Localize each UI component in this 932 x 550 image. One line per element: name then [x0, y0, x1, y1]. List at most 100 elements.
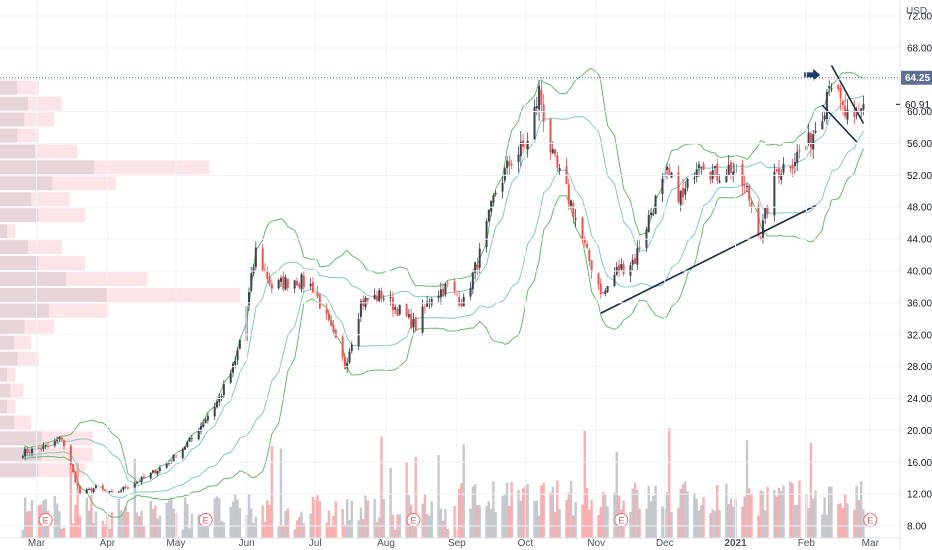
volume-bar	[103, 524, 107, 538]
volume-profile-row-up	[0, 96, 28, 111]
volume-bar	[843, 493, 847, 538]
volume-bar	[793, 504, 797, 538]
volume-bar	[798, 480, 801, 538]
x-tick-label: Oct	[518, 538, 534, 549]
volume-bar	[686, 491, 689, 538]
volume-bars	[21, 428, 865, 538]
volume-bar	[135, 512, 139, 538]
candle-body	[62, 440, 65, 447]
volume-bar	[789, 481, 792, 538]
volume-bar	[117, 498, 120, 538]
candle-body	[120, 490, 123, 492]
candle-body	[149, 472, 152, 479]
volume-bar	[133, 458, 136, 538]
candle-body	[857, 111, 860, 113]
candle-body	[26, 448, 29, 454]
candle-body	[398, 305, 401, 315]
candle-body	[133, 483, 136, 488]
volume-bar	[234, 494, 237, 538]
volume-bar	[126, 512, 130, 538]
volume-bar	[508, 506, 511, 538]
lower-inner-band-line	[22, 130, 864, 499]
volume-bar	[430, 501, 433, 538]
volume-bar	[453, 506, 456, 538]
candle-body	[727, 164, 730, 176]
volume-bar	[90, 494, 93, 538]
candle-body	[503, 168, 506, 181]
candle-body	[229, 373, 232, 383]
volume-bar	[542, 482, 545, 538]
volume-bar	[316, 495, 319, 538]
y-tick-label: 72.00	[907, 11, 932, 22]
candle-body	[732, 171, 735, 176]
volume-bar	[261, 505, 264, 538]
candle-body	[423, 307, 426, 309]
candle-body	[574, 218, 577, 220]
candle-body	[341, 336, 344, 358]
volume-bar	[604, 493, 607, 538]
candle-body	[277, 280, 280, 289]
x-tick-label: Mar	[862, 538, 880, 549]
volume-bar	[487, 501, 491, 538]
candle-body	[796, 151, 799, 164]
volume-bar	[725, 483, 728, 538]
volume-bar	[462, 444, 465, 538]
volume-bar	[526, 483, 529, 538]
volume-bar	[165, 502, 168, 538]
volume-bar	[327, 510, 331, 538]
candle-body	[389, 297, 392, 299]
volume-bar	[229, 506, 232, 538]
candle-body	[158, 467, 161, 471]
candle-body	[485, 221, 488, 247]
volume-bar	[633, 482, 637, 538]
volume-bar	[702, 497, 705, 538]
volume-bar	[519, 500, 523, 538]
candle-body	[426, 301, 429, 307]
x-tick-label: Aug	[377, 538, 395, 549]
volume-profile-row-up	[0, 399, 7, 414]
volume-bar	[325, 522, 328, 538]
volume-bar	[581, 504, 584, 538]
volume-bar	[846, 503, 849, 538]
volume-bar	[298, 516, 301, 538]
volume-bar	[357, 520, 360, 538]
candle-body	[60, 437, 63, 441]
volume-bar	[841, 507, 845, 538]
y-tick-label: 40.00	[907, 266, 932, 277]
candle-body	[220, 396, 223, 397]
candle-body	[366, 297, 369, 301]
volume-bar	[551, 486, 554, 538]
volume-bar	[250, 508, 253, 538]
volume-profile-row-up	[0, 240, 28, 255]
candle-body	[650, 212, 653, 215]
volume-bar	[558, 509, 561, 538]
candle-body	[681, 187, 684, 198]
volume-bar	[629, 511, 632, 538]
volume-bar	[69, 466, 73, 538]
y-tick-label: 44.00	[907, 235, 932, 246]
candle-body	[154, 470, 157, 474]
candle-body	[330, 320, 333, 326]
volume-bar	[809, 442, 813, 538]
candle-body	[218, 397, 221, 403]
candle-body	[136, 482, 139, 484]
candle-body	[745, 185, 748, 188]
volume-profile-row-up	[0, 128, 18, 143]
volume-bar	[588, 509, 591, 538]
volume-profile-row-up	[0, 176, 53, 191]
volume-profile-row	[0, 144, 78, 159]
volume-bar	[53, 496, 57, 538]
volume-bar	[732, 506, 735, 538]
candle-body	[716, 163, 719, 181]
volume-profile-row	[0, 303, 109, 318]
volume-bar	[700, 505, 703, 538]
volume-profile-row-up	[0, 160, 95, 175]
volume-profile-row	[0, 367, 16, 382]
volume-bar	[652, 495, 655, 538]
volume-bar	[437, 455, 440, 538]
candle-body	[618, 264, 621, 272]
candle-body	[679, 190, 682, 205]
volume-bar	[252, 523, 255, 538]
volume-bar	[286, 508, 290, 538]
